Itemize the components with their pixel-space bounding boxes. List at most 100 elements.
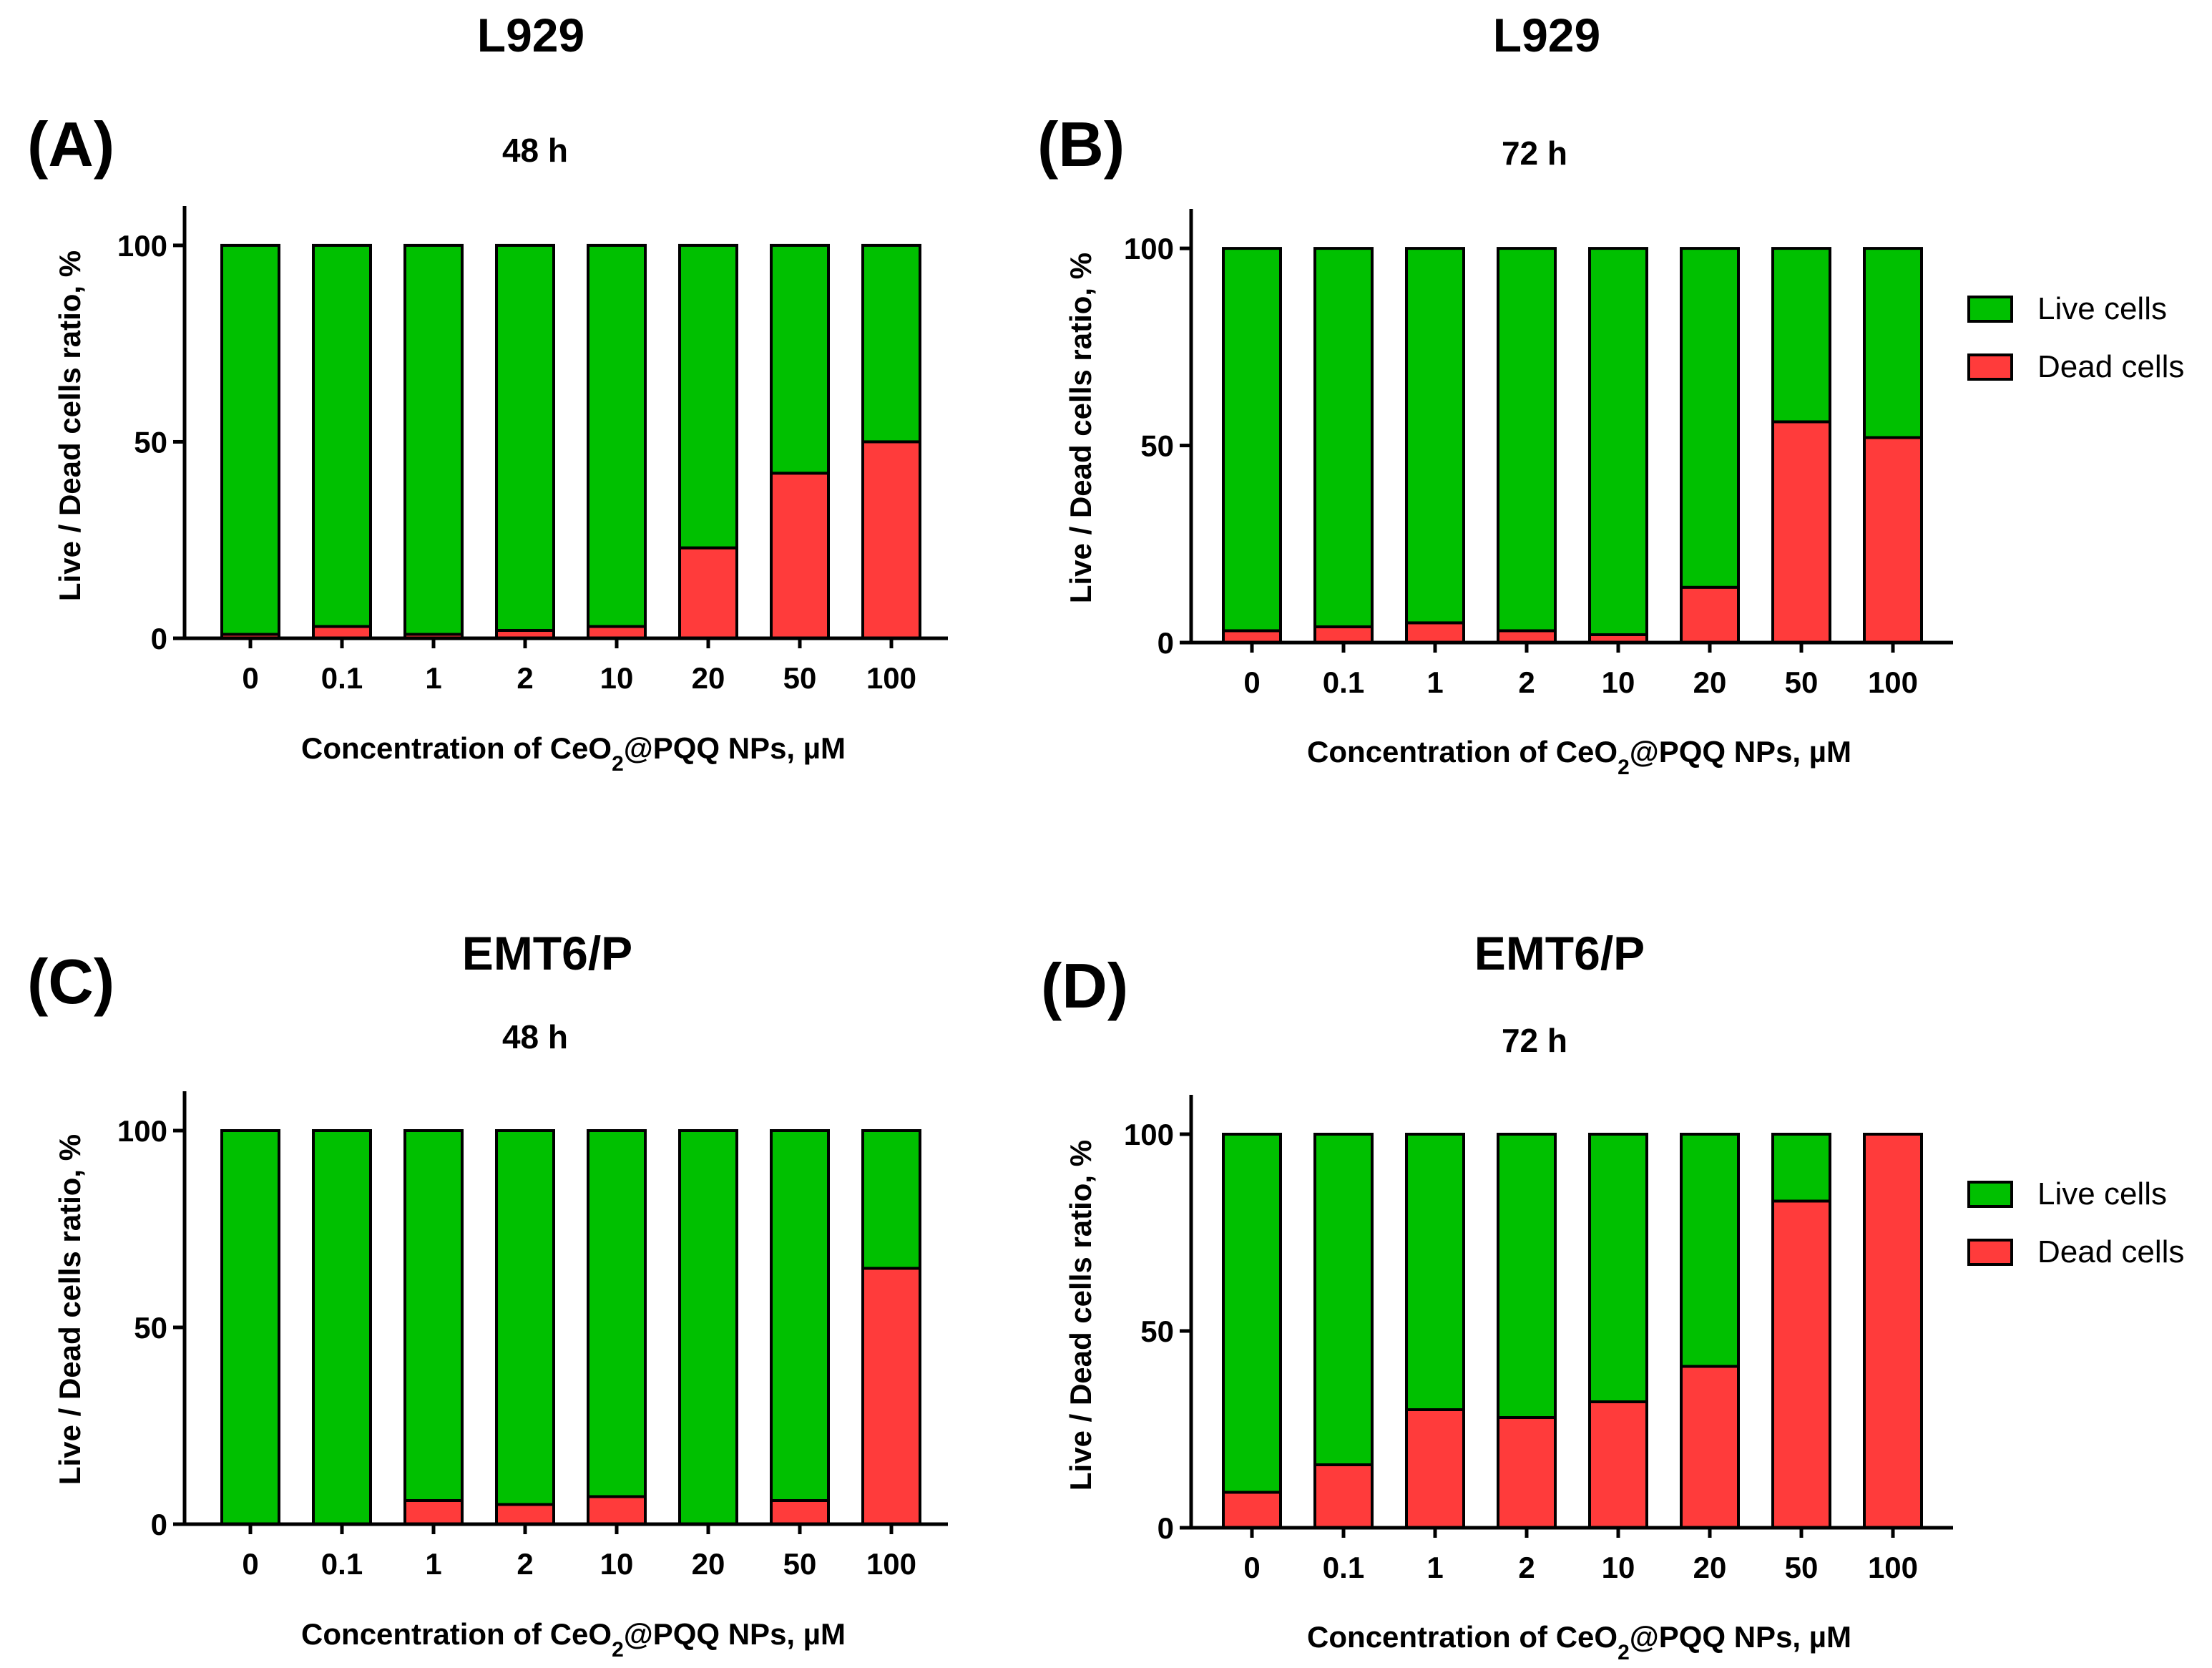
y-tick-label: 0	[1158, 626, 1174, 660]
chart-panel-0: L929 (A) 48 h 0 0.1 1 2 10 20 50 100 0 50 100 Live / D…	[27, 9, 948, 776]
chart-panel-1: L929 (B) 72 h 0 0.1 1 2 10 20 50 100 0 50 100 Live / D…	[1037, 9, 2184, 779]
y-tick-label: 100	[117, 229, 167, 263]
legend-swatch-live	[1967, 1181, 2013, 1208]
x-tick-label: 0.1	[321, 661, 363, 695]
x-tick-label: 2	[1518, 665, 1535, 699]
bar-live-cells	[1588, 247, 1648, 636]
bar-live-cells	[1588, 1133, 1648, 1403]
chart-panel-2: EMT6/P (C) 48 h 0 0.1 1 2 10 20 50 100 0 50 100 Live /…	[27, 927, 948, 1662]
bar-live-cells	[1863, 247, 1923, 439]
bar-dead-cells	[587, 1495, 647, 1526]
x-tick-label: 10	[600, 661, 634, 695]
bar-live-cells	[495, 243, 555, 633]
x-axis-label-suffix: @PQQ NPs, µM	[1630, 735, 1851, 769]
bar-live-cells	[1680, 247, 1740, 589]
bar-live-cells	[403, 1129, 464, 1502]
x-tick-label: 0	[242, 661, 258, 695]
x-tick-label: 0	[1243, 1551, 1260, 1584]
x-axis-label-prefix: Concentration of CeO	[1307, 735, 1618, 769]
x-tick-label: 2	[517, 1547, 533, 1581]
cell-line-title: L929	[477, 9, 584, 62]
x-tick-label: 1	[1426, 1551, 1443, 1584]
x-axis-label-prefix: Concentration of CeO	[1307, 1620, 1618, 1654]
bar-live-cells	[1222, 247, 1282, 633]
bar-live-cells	[495, 1129, 555, 1506]
legend-label-dead: Dead cells	[2037, 349, 2184, 384]
bar-dead-cells	[1771, 420, 1831, 644]
bar-live-cells	[1771, 247, 1831, 424]
bar-dead-cells	[1497, 1416, 1557, 1529]
bar-dead-cells	[1405, 621, 1465, 644]
y-axis-label: Live / Dead cells ratio, %	[1064, 253, 1097, 603]
y-tick-label: 100	[1124, 1118, 1174, 1151]
x-tick-label: 100	[866, 1547, 916, 1581]
x-tick-label: 1	[425, 661, 441, 695]
x-tick-label: 50	[1785, 665, 1819, 699]
bar-live-cells	[1405, 1133, 1465, 1411]
bar-live-cells	[220, 1129, 280, 1526]
x-tick-label: 100	[866, 661, 916, 695]
x-tick-label: 100	[1868, 665, 1918, 699]
bar-dead-cells	[1863, 436, 1923, 644]
x-tick-label: 2	[517, 661, 533, 695]
bar-live-cells	[1497, 1133, 1557, 1419]
bar-dead-cells	[678, 546, 738, 640]
time-point-label: 72 h	[1502, 1022, 1567, 1059]
bar-live-cells	[587, 1129, 647, 1498]
time-point-label: 48 h	[502, 132, 568, 169]
bar-live-cells	[312, 243, 372, 628]
x-tick-label: 1	[425, 1547, 441, 1581]
x-tick-label: 20	[692, 661, 725, 695]
x-tick-label: 50	[783, 1547, 817, 1581]
bar-live-cells	[861, 243, 921, 444]
x-tick-label: 10	[1602, 1551, 1635, 1584]
x-axis-label: Concentration of CeO2@PQQ NPs, µM	[1307, 1620, 1851, 1664]
bar-dead-cells	[770, 1499, 830, 1526]
y-axis-label: Live / Dead cells ratio, %	[53, 1134, 87, 1485]
bar-dead-cells	[1405, 1408, 1465, 1529]
bar-dead-cells	[1863, 1133, 1923, 1529]
bar-live-cells	[1771, 1133, 1831, 1203]
panel-label: (C)	[27, 946, 114, 1017]
bar-live-cells	[678, 243, 738, 550]
legend: Live cells Dead cells	[1967, 291, 2184, 384]
bar-dead-cells	[403, 1499, 464, 1526]
x-axis-label-prefix: Concentration of CeO	[301, 1617, 612, 1651]
x-tick-label: 0.1	[1323, 1551, 1364, 1584]
x-tick-label: 100	[1868, 1551, 1918, 1584]
legend-swatch-live	[1967, 296, 2013, 323]
bar-dead-cells	[770, 472, 830, 640]
legend-label-live: Live cells	[2037, 1176, 2167, 1211]
x-tick-label: 10	[600, 1547, 634, 1581]
cell-line-title: EMT6/P	[462, 927, 632, 980]
time-point-label: 72 h	[1502, 135, 1567, 172]
time-point-label: 48 h	[502, 1018, 568, 1055]
y-tick-label: 0	[151, 1508, 167, 1541]
bar-live-cells	[1222, 1133, 1282, 1494]
x-axis-label: Concentration of CeO2@PQQ NPs, µM	[301, 731, 846, 776]
bar-live-cells	[220, 243, 280, 636]
bar-dead-cells	[1680, 1365, 1740, 1529]
bar-dead-cells	[495, 1503, 555, 1526]
x-axis-label-subscript: 2	[612, 1638, 624, 1662]
bar-live-cells	[312, 1129, 372, 1526]
bar-dead-cells	[1222, 1491, 1282, 1529]
x-tick-label: 20	[1693, 1551, 1727, 1584]
x-axis-label-subscript: 2	[1618, 1641, 1630, 1664]
bar-live-cells	[770, 1129, 830, 1502]
x-tick-label: 0	[242, 1547, 258, 1581]
x-tick-label: 1	[1426, 665, 1443, 699]
bar-live-cells	[1497, 247, 1557, 633]
x-tick-label: 10	[1602, 665, 1635, 699]
y-tick-label: 0	[1158, 1511, 1174, 1545]
panel-label: (B)	[1037, 109, 1125, 180]
panel-label: (A)	[27, 109, 114, 180]
bar-dead-cells	[1680, 585, 1740, 645]
x-axis-label-suffix: @PQQ NPs, µM	[624, 731, 846, 765]
x-tick-label: 0.1	[1323, 665, 1364, 699]
bar-live-cells	[1405, 247, 1465, 625]
bar-live-cells	[587, 243, 647, 628]
bar-dead-cells	[1313, 1463, 1374, 1529]
y-axis-label: Live / Dead cells ratio, %	[53, 250, 87, 601]
x-axis-label-prefix: Concentration of CeO	[301, 731, 612, 765]
